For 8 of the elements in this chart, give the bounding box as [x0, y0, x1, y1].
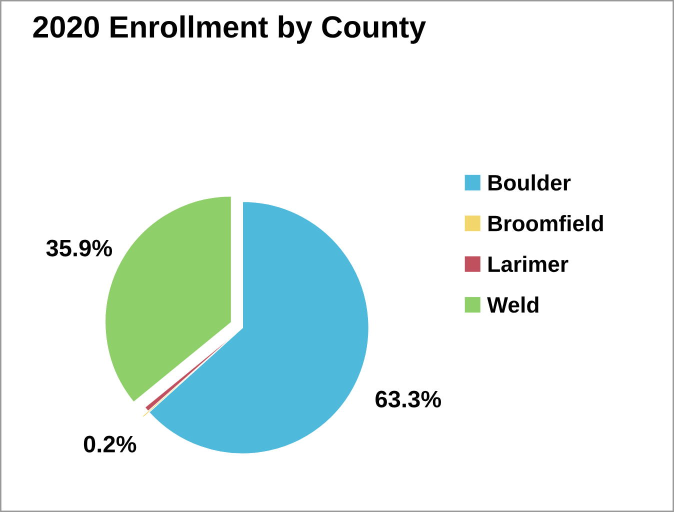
data-label: 63.3%	[376, 390, 442, 408]
chart-title: 2020 Enrollment by County	[33, 15, 426, 44]
data-label: 0.2%	[84, 436, 136, 453]
legend-label: Boulder	[488, 174, 571, 191]
legend-label: Larimer	[488, 256, 568, 272]
data-label: 35.9%	[46, 240, 112, 257]
legend-label: Weld	[487, 296, 538, 313]
legend-label: Broomfield	[488, 215, 603, 232]
